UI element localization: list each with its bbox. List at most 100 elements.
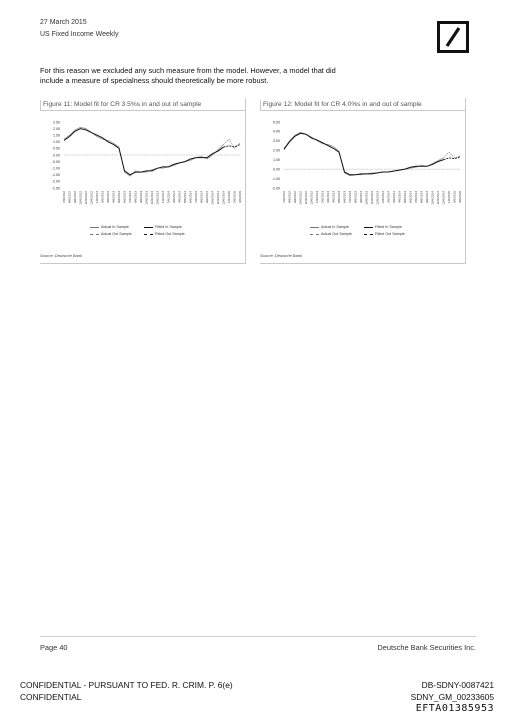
legend-actual-in: Actual In Sample (310, 225, 349, 229)
page-number: Page 40 (40, 643, 68, 652)
y-tick-label: 2.00 (273, 149, 280, 153)
x-tick-label: 7/6/2014 (194, 191, 198, 203)
x-tick-label: 4/6/2014 (178, 191, 182, 203)
y-tick-label: 4.00 (273, 130, 280, 134)
x-tick-label: 1/6/2015 (447, 191, 451, 203)
x-tick-label: 12/6/2012 (310, 191, 314, 205)
y-tick-label: 5.00 (273, 120, 280, 124)
x-tick-label: 2/6/2014 (387, 191, 391, 203)
x-tick-label: 7/6/2013 (128, 191, 132, 203)
y-tick-label: 0.50 (53, 147, 60, 151)
x-tick-label: 9/6/2012 (73, 191, 77, 203)
x-tick-label: 5/6/2013 (337, 191, 341, 203)
x-tick-label: 7/6/2014 (414, 191, 418, 203)
x-tick-label: 8/6/2014 (200, 191, 204, 203)
legend-actual-out: Actual Out Sample (90, 232, 132, 236)
x-tick-label: 10/6/2013 (365, 191, 369, 205)
x-tick-label: 11/6/2012 (84, 191, 88, 205)
x-tick-label: 12/6/2013 (376, 191, 380, 205)
bates-number-db: DB-SDNY-0087421 (421, 680, 494, 690)
x-tick-label: 3/6/2015 (458, 191, 462, 203)
x-tick-label: 1/6/2015 (227, 191, 231, 203)
x-tick-label: 1/6/2014 (161, 191, 165, 203)
x-tick-label: 6/6/2013 (123, 191, 127, 203)
y-tick-label: -2.00 (52, 180, 60, 184)
x-tick-label: 10/6/2014 (211, 191, 215, 205)
x-tick-label: 3/6/2015 (238, 191, 242, 203)
y-tick-label: 1.00 (53, 140, 60, 144)
series-fitted-in-sample (63, 128, 224, 176)
figure-title: Figure 11: Model fit for CR 3.5%s in and… (40, 100, 245, 111)
y-tick-label: 2.50 (53, 120, 60, 124)
x-tick-label: 9/6/2014 (425, 191, 429, 203)
series-fitted-out-sample (223, 144, 241, 148)
x-tick-label: 9/6/2013 (359, 191, 363, 203)
x-tick-label: 5/6/2014 (183, 191, 187, 203)
y-tick-label: 2.00 (53, 127, 60, 131)
x-tick-label: 1/6/2014 (381, 191, 385, 203)
legend-actual-in: Actual In Sample (90, 225, 129, 229)
x-tick-label: 7/6/2013 (348, 191, 352, 203)
publication-title: US Fixed Income Weekly (40, 31, 119, 38)
chart-figure-12: 5.004.003.002.001.000.00-1.00-2.007/6/20… (272, 120, 462, 205)
y-tick-label: -0.50 (52, 160, 60, 164)
y-tick-label: 0.00 (273, 167, 280, 171)
x-tick-label: 2/6/2014 (167, 191, 171, 203)
legend-fitted-in: Fitted In Sample (364, 225, 402, 229)
x-tick-label: 1/6/2013 (95, 191, 99, 203)
series-actual-in-sample (63, 126, 224, 177)
x-tick-label: 9/6/2012 (293, 191, 297, 203)
x-tick-label: 4/6/2013 (112, 191, 116, 203)
legend-fitted-out: Fitted Out Sample (144, 232, 185, 236)
figure-source: Source: Deutsche Bank (260, 253, 303, 258)
x-tick-label: 3/6/2014 (172, 191, 176, 203)
x-tick-label: 4/6/2014 (398, 191, 402, 203)
series-fitted-in-sample (283, 132, 444, 176)
x-tick-label: 10/6/2013 (145, 191, 149, 205)
series-fitted-out-sample (443, 156, 461, 161)
x-tick-label: 2/6/2015 (453, 191, 457, 203)
figure-11: Figure 11: Model fit for CR 3.5%s in and… (40, 98, 246, 264)
x-tick-label: 11/6/2013 (150, 191, 154, 205)
x-tick-label: 2/6/2013 (321, 191, 325, 203)
x-tick-label: 12/6/2014 (222, 191, 226, 205)
x-tick-label: 11/6/2012 (304, 191, 308, 205)
y-tick-label: -1.00 (272, 177, 280, 181)
chart-legend: Actual In Sample Fitted In Sample Actual… (90, 225, 240, 239)
series-actual-out-sample (223, 138, 241, 149)
deutsche-bank-logo (437, 21, 469, 53)
report-date: 27 March 2015 (40, 19, 87, 26)
x-tick-label: 12/6/2013 (156, 191, 160, 205)
chart-legend: Actual In Sample Fitted In Sample Actual… (310, 225, 460, 239)
chart-figure-11: 2.50 2.00 1.50 1.00 0.50 0.00 -0.50 -1.00 -1.50 -… (52, 120, 242, 205)
x-tick-label: 6/6/2013 (343, 191, 347, 203)
x-tick-label: 12/6/2014 (442, 191, 446, 205)
y-tick-label: 0.00 (53, 153, 60, 157)
x-tick-label: 5/6/2014 (403, 191, 407, 203)
x-tick-label: 8/6/2013 (134, 191, 138, 203)
x-tick-label: 2/6/2013 (101, 191, 105, 203)
x-tick-label: 7/6/2012 (62, 191, 66, 203)
x-tick-label: 1/6/2013 (315, 191, 319, 203)
confidential-label: CONFIDENTIAL (20, 692, 82, 702)
x-tick-label: 11/6/2013 (370, 191, 374, 205)
x-tick-label: 9/6/2014 (205, 191, 209, 203)
x-tick-label: 11/6/2014 (216, 191, 220, 205)
x-tick-label: 10/6/2014 (431, 191, 435, 205)
x-tick-label: 11/6/2014 (436, 191, 440, 205)
x-tick-label: 6/6/2014 (189, 191, 193, 203)
bates-number-efta: EFTA01385953 (415, 703, 494, 714)
x-tick-label: 9/6/2013 (139, 191, 143, 203)
y-tick-label: 1.50 (53, 134, 60, 138)
y-tick-label: -1.00 (52, 167, 60, 171)
x-tick-label: 8/6/2013 (354, 191, 358, 203)
x-tick-label: 10/6/2012 (299, 191, 303, 205)
x-tick-label: 8/6/2014 (420, 191, 424, 203)
logo-slash-icon (445, 27, 461, 47)
x-tick-label: 3/6/2014 (392, 191, 396, 203)
bates-number-sdny: SDNY_GM_00233605 (410, 692, 494, 702)
x-tick-label: 6/6/2014 (409, 191, 413, 203)
x-tick-label: 4/6/2013 (332, 191, 336, 203)
firm-name: Deutsche Bank Securities Inc. (377, 643, 476, 652)
y-tick-label: -1.50 (52, 173, 60, 177)
